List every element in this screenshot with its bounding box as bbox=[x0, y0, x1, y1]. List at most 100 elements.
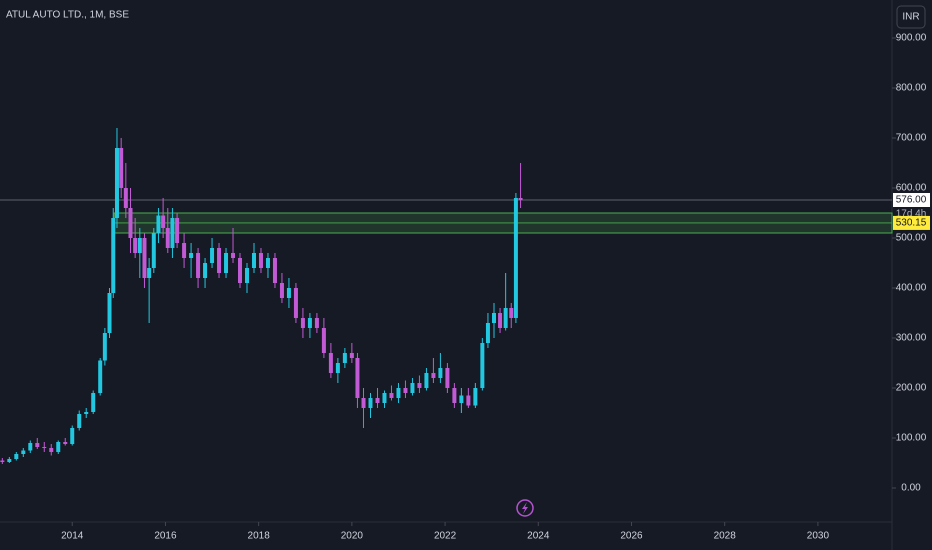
candle-body bbox=[265, 258, 270, 268]
x-tick-label: 2024 bbox=[527, 531, 550, 542]
candle-body bbox=[342, 353, 347, 363]
candle-body bbox=[35, 443, 40, 447]
candle-body bbox=[210, 248, 215, 263]
candle-body bbox=[137, 238, 142, 253]
candle-body bbox=[70, 428, 75, 444]
candle-body bbox=[133, 238, 138, 253]
candle-body bbox=[349, 353, 354, 358]
x-tick-label: 2028 bbox=[714, 531, 737, 542]
lightning-icon[interactable] bbox=[516, 499, 534, 517]
candle-body bbox=[389, 393, 394, 398]
candle-body bbox=[231, 253, 236, 258]
candle-body bbox=[114, 148, 119, 218]
candle-body bbox=[480, 343, 485, 388]
x-tick-label: 2014 bbox=[61, 531, 84, 542]
candle-body bbox=[98, 360, 103, 393]
candle-body bbox=[335, 363, 340, 373]
candle-body bbox=[445, 368, 450, 388]
candle-body bbox=[217, 248, 222, 273]
candle-body bbox=[128, 208, 133, 238]
candle-body bbox=[438, 368, 443, 378]
candle-body bbox=[203, 263, 208, 278]
candle-body bbox=[509, 308, 514, 318]
y-tick-label: 0.00 bbox=[901, 483, 921, 494]
countdown-label: 17d 4h bbox=[896, 209, 927, 220]
x-tick-label: 2020 bbox=[341, 531, 364, 542]
y-tick-label: 300.00 bbox=[896, 333, 927, 344]
candle-body bbox=[224, 253, 229, 273]
candle-body bbox=[417, 383, 422, 388]
candle-body bbox=[196, 253, 201, 278]
candle-body bbox=[258, 253, 263, 268]
candle-body bbox=[189, 253, 194, 258]
x-tick-label: 2022 bbox=[434, 531, 457, 542]
candle-body bbox=[42, 447, 47, 448]
candle-body bbox=[466, 395, 471, 406]
candle-body bbox=[513, 198, 518, 318]
candle-body bbox=[102, 333, 107, 361]
chart-title: ATUL AUTO LTD., 1M, BSE bbox=[6, 10, 129, 21]
candle-body bbox=[518, 198, 523, 200]
candle-body bbox=[147, 268, 152, 278]
candle-body bbox=[368, 398, 373, 408]
candle-body bbox=[328, 353, 333, 373]
candle-body bbox=[182, 243, 187, 258]
candle-body bbox=[459, 395, 464, 403]
candle-body bbox=[165, 228, 170, 248]
candle-body bbox=[314, 318, 319, 328]
candle-body bbox=[396, 388, 401, 398]
candle-body bbox=[91, 393, 96, 412]
candle-body bbox=[300, 318, 305, 328]
x-tick-label: 2016 bbox=[154, 531, 177, 542]
candle-body bbox=[151, 233, 156, 268]
candle-body bbox=[84, 412, 89, 414]
candle-body bbox=[375, 398, 380, 403]
y-tick-label: 100.00 bbox=[896, 433, 927, 444]
candle-body bbox=[286, 288, 291, 298]
y-tick-label: 200.00 bbox=[896, 383, 927, 394]
candle-body bbox=[424, 373, 429, 388]
candle-body bbox=[355, 358, 360, 398]
candle-body bbox=[251, 253, 256, 268]
icon-circle[interactable] bbox=[516, 499, 534, 517]
y-tick-label: 800.00 bbox=[896, 83, 927, 94]
candle-body bbox=[107, 293, 112, 333]
x-tick-label: 2026 bbox=[620, 531, 643, 542]
candle-body bbox=[170, 218, 175, 248]
currency-label[interactable]: INR bbox=[902, 12, 919, 23]
candle-body bbox=[293, 288, 298, 318]
candle-body bbox=[321, 328, 326, 353]
candle-body bbox=[156, 215, 161, 233]
icon-bolt[interactable] bbox=[522, 502, 528, 514]
candle-body bbox=[503, 308, 508, 328]
candle-body bbox=[498, 313, 503, 328]
candle-body bbox=[492, 313, 497, 323]
candle-body bbox=[361, 398, 366, 408]
level-label: 530.15 bbox=[896, 218, 927, 229]
candle-body bbox=[307, 318, 312, 328]
candle-body bbox=[111, 218, 116, 293]
y-tick-label: 700.00 bbox=[896, 133, 927, 144]
candle-body bbox=[56, 442, 61, 452]
x-tick-label: 2018 bbox=[248, 531, 271, 542]
currency-button[interactable] bbox=[896, 5, 926, 29]
candle-body bbox=[452, 388, 457, 403]
candle-body bbox=[7, 459, 12, 462]
candle-body bbox=[14, 454, 19, 459]
y-tick-label: 900.00 bbox=[896, 33, 927, 44]
candle-body bbox=[123, 188, 128, 208]
candle-body bbox=[473, 388, 478, 406]
candle-body bbox=[175, 218, 180, 243]
candle-body bbox=[77, 414, 82, 428]
candle-body bbox=[410, 383, 415, 393]
candle-body bbox=[272, 258, 277, 283]
y-tick-label: 600.00 bbox=[896, 183, 927, 194]
candle-body bbox=[279, 283, 284, 298]
candle-body bbox=[238, 258, 243, 283]
candle-body bbox=[63, 442, 68, 444]
candle-body bbox=[119, 148, 124, 188]
candle-body bbox=[382, 393, 387, 403]
last-price-box bbox=[893, 193, 930, 207]
